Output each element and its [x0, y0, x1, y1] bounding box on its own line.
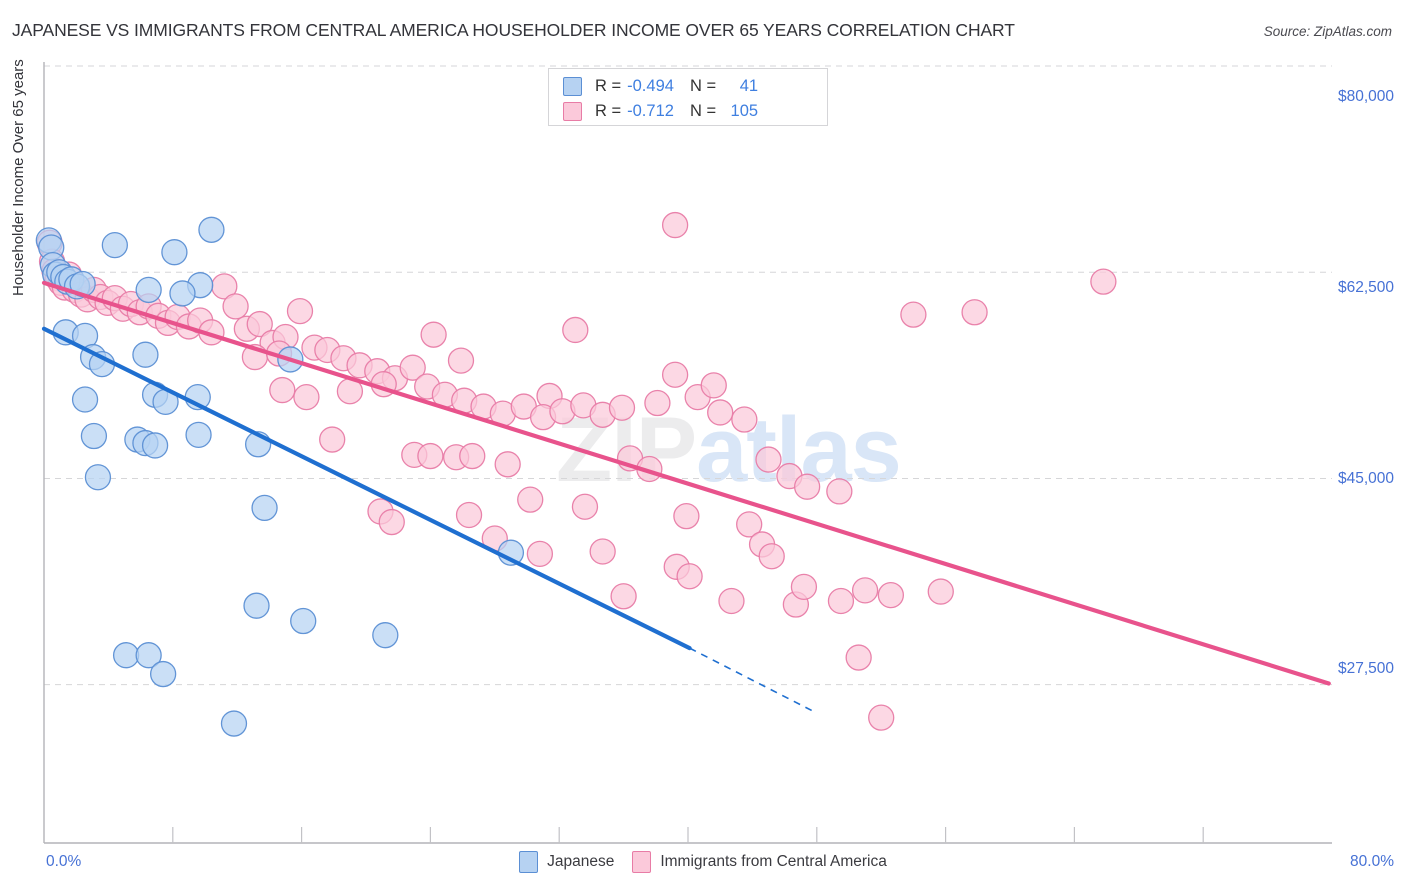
data-point [494, 451, 521, 478]
data-point [417, 442, 444, 470]
data-point [673, 502, 700, 530]
data-point [399, 354, 426, 381]
data-point [459, 442, 486, 470]
data-point [447, 347, 475, 374]
y-tick-label-80000: $80,000 [1337, 88, 1394, 105]
data-point [222, 293, 249, 320]
data-point [135, 276, 162, 304]
data-point [251, 494, 278, 522]
stats-row-japanese: R = -0.494 N = 41 [549, 74, 827, 99]
n-value-central-america: 105 [730, 102, 759, 120]
data-point [731, 406, 758, 433]
data-point [80, 422, 108, 450]
swatch-icon-central-america [563, 102, 582, 121]
n-label-central-america: N = [689, 102, 717, 120]
data-point [1090, 268, 1117, 295]
data-point [826, 478, 853, 505]
y-tick-label-62500: $62,500 [1337, 279, 1394, 296]
data-point [718, 587, 745, 615]
legend-item-japanese[interactable]: Japanese [519, 851, 614, 873]
legend-label-central-america: Immigrants from Central America [660, 853, 887, 870]
data-point [608, 394, 636, 421]
data-point [851, 577, 879, 604]
r-value-japanese: -0.494 [627, 77, 674, 95]
legend-swatch-icon-japanese [519, 851, 539, 873]
data-point [827, 587, 855, 615]
data-point [420, 321, 447, 348]
data-point [101, 231, 128, 259]
data-point [589, 538, 616, 565]
data-point [293, 383, 320, 411]
data-point [845, 644, 872, 671]
swatch-icon-japanese [563, 77, 582, 96]
data-point [132, 341, 159, 368]
data-point [700, 372, 727, 399]
data-point [707, 399, 734, 426]
data-point [269, 376, 296, 404]
trendline-immigrants-from-central-america [41, 280, 1331, 686]
source-attribution: Source: ZipAtlas.com [1263, 24, 1392, 39]
r-label-central-america: R = [595, 102, 622, 120]
data-point [736, 511, 763, 538]
r-label-japanese: R = [595, 77, 622, 95]
stats-row-central-america: R = -0.712 N = 105 [549, 99, 827, 124]
data-point [220, 710, 248, 737]
data-point [286, 297, 314, 325]
data-point [372, 622, 399, 649]
data-point [84, 464, 112, 491]
data-point [112, 642, 140, 669]
y-tick-label-45000: $45,000 [1337, 470, 1394, 487]
r-value-central-america: -0.712 [627, 102, 674, 120]
data-point [517, 486, 544, 513]
y-tick-label-27500: $27,500 [1337, 660, 1394, 677]
data-point [161, 239, 188, 266]
data-point [185, 421, 212, 448]
data-point [169, 280, 196, 307]
x-tick-label-min: 0.0% [46, 853, 82, 870]
data-point [319, 426, 346, 453]
data-point [378, 508, 405, 536]
data-point [526, 540, 554, 568]
data-point [71, 386, 99, 413]
data-point [900, 301, 927, 328]
n-label-japanese: N = [689, 77, 717, 95]
data-point [868, 704, 895, 731]
legend-label-japanese: Japanese [547, 853, 615, 870]
data-point [149, 660, 177, 688]
trendline-japanese [41, 326, 692, 651]
data-point [661, 361, 689, 388]
data-point [676, 563, 703, 590]
data-point [198, 216, 225, 243]
series-legend: Japanese Immigrants from Central America [0, 851, 1406, 873]
x-tick-label-max: 80.0% [1350, 853, 1394, 870]
data-point [571, 493, 599, 520]
data-point [755, 446, 782, 473]
data-point [246, 310, 273, 338]
data-point [610, 583, 637, 610]
data-point [790, 573, 818, 601]
data-point [243, 592, 270, 619]
trendline-extension-japanese [689, 647, 813, 712]
data-point [455, 501, 483, 529]
data-point [562, 316, 589, 344]
n-value-japanese: 41 [739, 77, 759, 95]
data-point [141, 432, 169, 459]
data-point [758, 543, 785, 570]
data-point [290, 607, 317, 635]
data-point [135, 642, 162, 669]
data-point [793, 473, 821, 500]
legend-swatch-icon-central-america [632, 851, 652, 873]
data-point [661, 211, 689, 239]
page-title: JAPANESE VS IMMIGRANTS FROM CENTRAL AMER… [12, 20, 1015, 40]
series-japanese [35, 216, 525, 737]
correlation-stats-box: R = -0.494 N = 41 R = -0.712 N = 105 [548, 68, 828, 126]
data-point [877, 581, 905, 609]
data-point [961, 299, 988, 326]
legend-item-central-america[interactable]: Immigrants from Central America [632, 851, 887, 873]
data-point [927, 578, 954, 605]
data-point [644, 389, 671, 417]
